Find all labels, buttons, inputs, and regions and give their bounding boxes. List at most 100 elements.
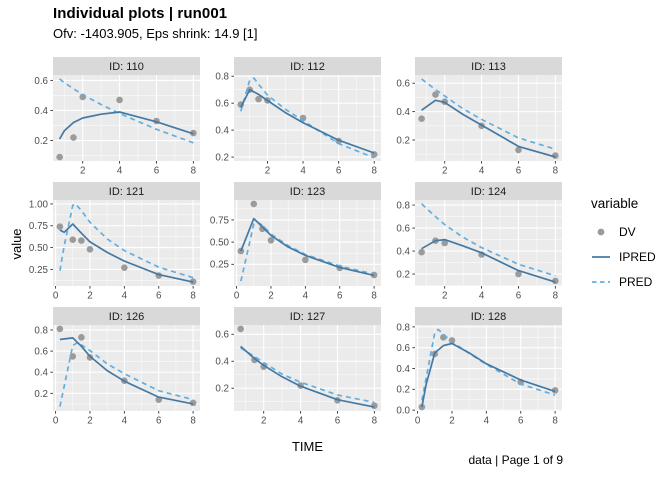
y-tick-label: 0.2 xyxy=(215,384,229,395)
facet-strip-label: ID: 113 xyxy=(471,61,506,73)
y-tick-label: 0.2 xyxy=(215,152,229,163)
pred-line xyxy=(59,341,194,407)
dv-point xyxy=(250,200,258,208)
ipred-line xyxy=(240,88,375,154)
y-tick-label: 0.50 xyxy=(29,243,49,254)
y-tick-label: 0.4 xyxy=(396,246,410,257)
x-tick-label: 6 xyxy=(335,416,341,427)
x-tick-label: 8 xyxy=(371,291,377,302)
pred-line xyxy=(240,347,375,404)
dv-point xyxy=(78,334,85,341)
x-tick-label: 2 xyxy=(261,416,266,427)
pred-line xyxy=(240,221,375,282)
facet-plot: ID: 110 2 4 6 8 0.2 0.4 0.6 xyxy=(34,57,200,177)
y-tick-label: 0.50 xyxy=(210,238,230,249)
dv-point xyxy=(432,91,439,98)
dv-point xyxy=(418,403,426,411)
y-tick-label: 0.6 xyxy=(215,99,229,110)
y-tick-label: 0.75 xyxy=(29,221,49,232)
facet-strip-label: ID: 124 xyxy=(471,186,506,198)
dv-point xyxy=(302,256,309,264)
y-tick-label: 0.75 xyxy=(210,215,230,226)
y-tick-label: 0.6 xyxy=(396,223,410,234)
legend-entry-pred: PRED xyxy=(590,269,656,294)
y-tick-label: 0.8 xyxy=(34,325,48,336)
y-tick-label: 0.25 xyxy=(29,265,49,276)
legend-entry-label: PRED xyxy=(619,274,653,289)
dv-point xyxy=(56,223,64,230)
dv-point xyxy=(515,270,522,278)
y-tick-label: 0.6 xyxy=(396,343,410,354)
facet-strip-label: ID: 112 xyxy=(290,61,325,73)
ipred-line xyxy=(240,345,375,408)
dv-point xyxy=(441,239,448,247)
pred-line xyxy=(239,77,375,159)
pred-dashed-line-icon xyxy=(592,280,610,283)
y-tick-label: 0.4 xyxy=(215,357,229,368)
panel-background xyxy=(234,200,381,286)
x-tick-label: 4 xyxy=(300,166,306,177)
facet-strip xyxy=(415,182,562,200)
panel-background xyxy=(53,75,200,161)
x-tick-label: 8 xyxy=(190,416,196,427)
ipred-line xyxy=(240,217,375,277)
x-tick-label: 6 xyxy=(518,416,524,427)
page-caption: data | Page 1 of 9 xyxy=(468,453,563,467)
x-tick-label: 2 xyxy=(80,166,85,177)
x-tick-label: 6 xyxy=(156,291,162,302)
dv-point xyxy=(418,115,425,123)
facet-strip xyxy=(415,307,562,325)
x-tick-label: 0 xyxy=(53,416,59,427)
dv-point xyxy=(552,277,559,285)
dv-point xyxy=(70,134,77,141)
dv-point xyxy=(515,146,522,154)
facet-strip-label: ID: 121 xyxy=(109,186,144,198)
pred-line xyxy=(421,203,556,277)
dv-point xyxy=(267,237,275,244)
dv-point xyxy=(371,402,378,410)
facet-plot: ID: 128 0 2 4 6 8 0.0 0.2 0.4 0.6 0.8 xyxy=(396,307,562,427)
x-tick-label: 8 xyxy=(553,166,559,177)
x-tick-label: 2 xyxy=(442,166,447,177)
facet-strip xyxy=(415,57,562,75)
facet-plot: ID: 112 2 4 6 8 0.2 0.4 0.6 0.8 xyxy=(215,57,381,177)
ipred-line xyxy=(58,111,194,140)
dv-point xyxy=(56,325,64,333)
legend-entry-label: IPRED xyxy=(619,249,656,264)
legend-entry-ipred: IPRED xyxy=(590,244,656,269)
dv-point xyxy=(69,236,77,244)
pred-line xyxy=(59,78,194,144)
facet-plot: ID: 113 2 4 6 8 0.2 0.4 0.6 xyxy=(396,57,562,177)
facet-strip xyxy=(234,182,381,200)
facet-strip-label: ID: 128 xyxy=(471,311,506,323)
dv-point xyxy=(78,237,85,244)
dv-point xyxy=(86,246,94,253)
y-tick-label: 1.00 xyxy=(29,199,49,210)
y-tick-label: 0.25 xyxy=(210,260,230,271)
dv-point xyxy=(237,247,245,255)
y-tick-label: 0.2 xyxy=(396,135,410,146)
panel-background xyxy=(53,200,200,286)
y-tick-label: 0.8 xyxy=(396,322,410,333)
x-tick-label: 2 xyxy=(449,416,454,427)
x-tick-label: 4 xyxy=(298,416,304,427)
legend-title: variable xyxy=(591,196,639,211)
facet-plot: ID: 127 2 4 6 8 0.2 0.4 0.6 xyxy=(215,307,381,427)
y-tick-label: 0.8 xyxy=(215,72,229,83)
dv-point xyxy=(69,353,77,360)
facet-strip xyxy=(53,307,200,325)
x-tick-label: 6 xyxy=(154,166,160,177)
dv-point xyxy=(259,225,266,233)
x-tick-label: 4 xyxy=(303,291,309,302)
facet-strip-label: ID: 123 xyxy=(290,186,325,198)
dv-point xyxy=(551,387,559,394)
y-tick-label: 0.4 xyxy=(396,107,410,118)
dv-point xyxy=(56,153,63,161)
y-tick-label: 0.8 xyxy=(396,200,410,211)
facet-plot: ID: 124 2 4 6 8 0.2 0.4 0.6 0.8 xyxy=(396,182,562,302)
x-tick-label: 0 xyxy=(415,416,421,427)
dv-point xyxy=(189,399,197,407)
facet-strip-label: ID: 127 xyxy=(290,311,325,323)
x-tick-label: 2 xyxy=(87,416,92,427)
